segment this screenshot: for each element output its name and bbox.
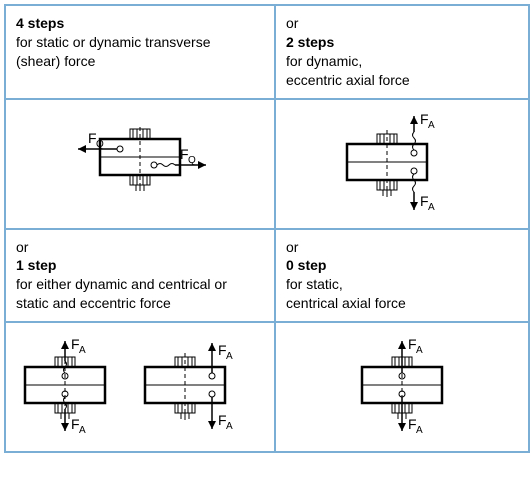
line: static and eccentric force [16, 294, 264, 313]
svg-text:A: A [428, 120, 435, 131]
title-4steps: 4 steps [16, 14, 264, 33]
svg-text:A: A [416, 425, 423, 436]
line: for dynamic, [286, 52, 518, 71]
svg-text:A: A [79, 345, 86, 356]
svg-text:Q: Q [188, 155, 196, 166]
prefix: or [16, 238, 264, 257]
eccentric-axial-diagram: FA FA [302, 104, 502, 224]
cell-4steps-diagram: FQ FQ [5, 99, 275, 229]
title-1step: 1 step [16, 256, 264, 275]
svg-text:A: A [226, 421, 233, 432]
line: (shear) force [16, 52, 264, 71]
cell-2steps-diagram: FA FA [275, 99, 529, 229]
svg-text:Q: Q [96, 139, 104, 150]
dynamic-central-or-static-eccentric-diagram: FA FA [10, 327, 270, 447]
shear-force-diagram: FQ FQ [30, 109, 250, 219]
static-central-diagram: FA FA [312, 327, 492, 447]
cell-4steps-text: 4 steps for static or dynamic transverse… [5, 5, 275, 99]
prefix: or [286, 238, 518, 257]
cell-1step-text: or 1 step for either dynamic and centric… [5, 229, 275, 323]
bolt-load-cases-table: 4 steps for static or dynamic transverse… [4, 4, 530, 453]
line: for either dynamic and centrical or [16, 275, 264, 294]
svg-text:A: A [428, 202, 435, 213]
prefix: or [286, 14, 518, 33]
svg-text:A: A [79, 425, 86, 436]
line: centrical axial force [286, 294, 518, 313]
line: for static, [286, 275, 518, 294]
line: for static or dynamic transverse [16, 33, 264, 52]
title-0step: 0 step [286, 256, 518, 275]
title-2steps: 2 steps [286, 33, 518, 52]
svg-text:A: A [226, 351, 233, 362]
svg-text:A: A [416, 345, 423, 356]
cell-1step-diagram: FA FA [5, 322, 275, 452]
cell-0step-text: or 0 step for static, centrical axial fo… [275, 229, 529, 323]
cell-2steps-text: or 2 steps for dynamic, eccentric axial … [275, 5, 529, 99]
line: eccentric axial force [286, 71, 518, 90]
cell-0step-diagram: FA FA [275, 322, 529, 452]
